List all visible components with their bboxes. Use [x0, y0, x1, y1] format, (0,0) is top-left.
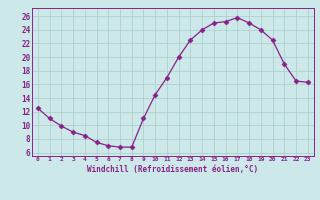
X-axis label: Windchill (Refroidissement éolien,°C): Windchill (Refroidissement éolien,°C)	[87, 165, 258, 174]
